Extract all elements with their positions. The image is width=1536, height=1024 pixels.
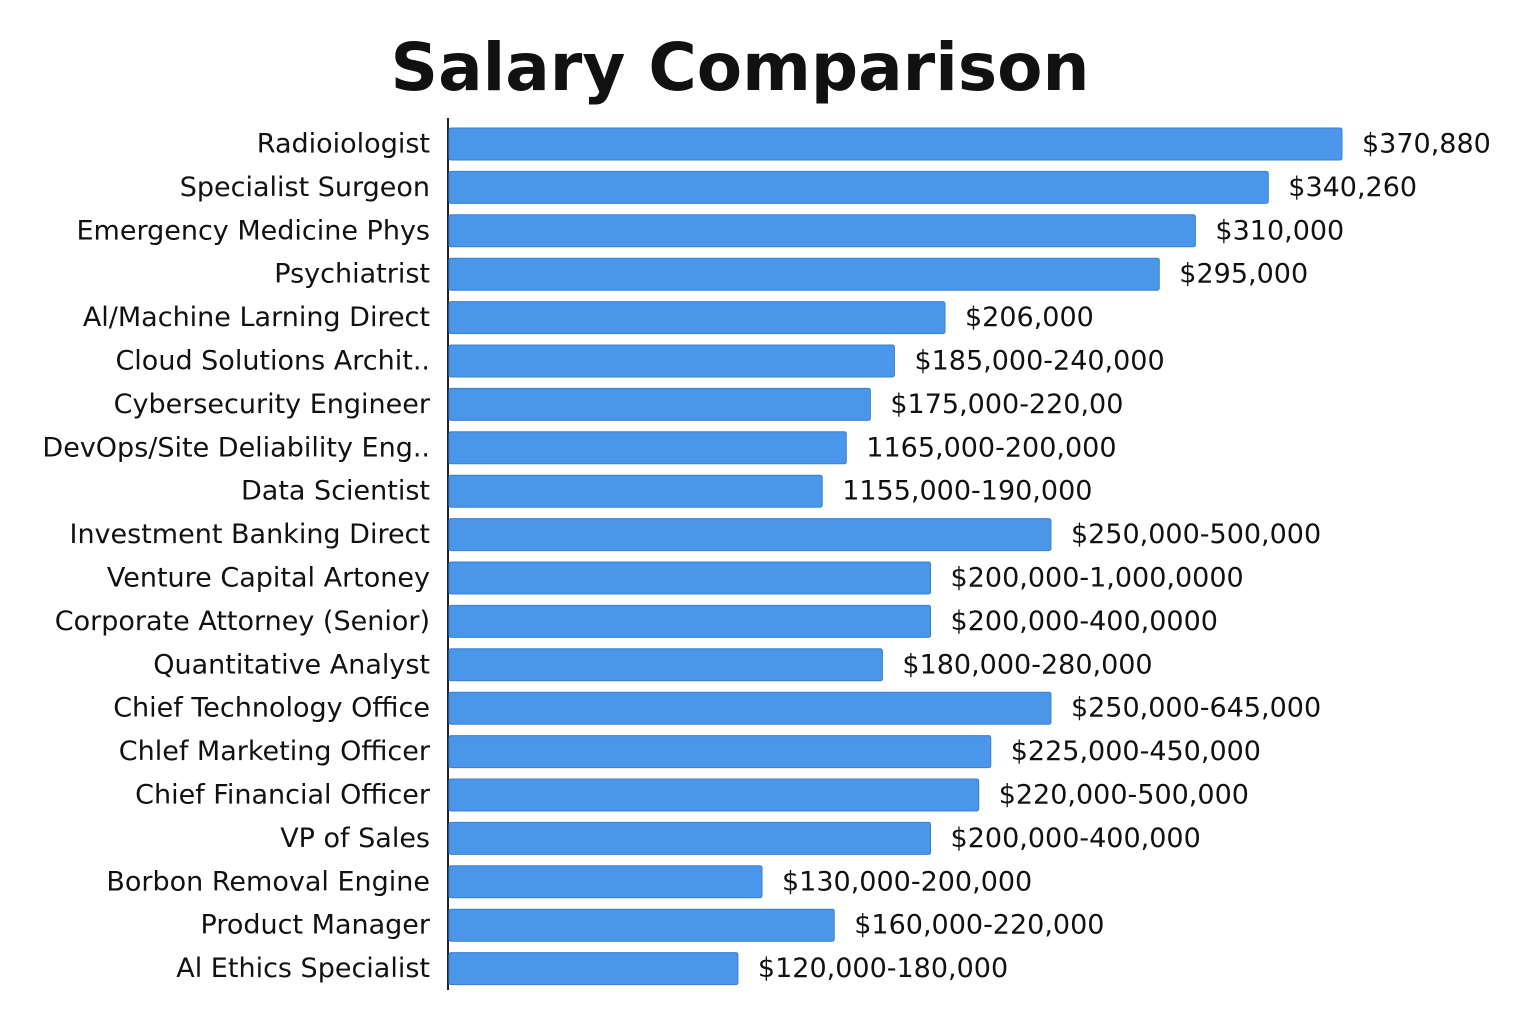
- category-label: Specialist Surgeon: [180, 172, 430, 203]
- bar: [448, 778, 980, 812]
- bar: [448, 691, 1052, 725]
- value-label: $200,000-400,0000: [951, 606, 1218, 637]
- value-label: $200,000-1,000,0000: [951, 563, 1244, 594]
- category-label: Product Manager: [201, 910, 431, 941]
- value-label: $250,000-645,000: [1071, 693, 1321, 724]
- category-label: Psychiatrist: [274, 259, 430, 290]
- bar: [448, 821, 932, 855]
- value-label: $250,000-500,000: [1071, 519, 1321, 550]
- value-label: $120,000-180,000: [758, 953, 1008, 984]
- chart-title: Salary Comparison: [391, 29, 1090, 106]
- value-label: 1155,000-190,000: [842, 476, 1092, 507]
- bar: [448, 865, 763, 899]
- value-label: $180,000-280,000: [902, 649, 1152, 680]
- bar: [448, 735, 992, 769]
- value-label: $160,000-220,000: [854, 910, 1104, 941]
- value-label: $220,000-500,000: [999, 780, 1249, 811]
- value-label: $206,000: [965, 302, 1094, 333]
- category-label: Al Ethics Specialist: [176, 953, 430, 984]
- value-label: $295,000: [1179, 259, 1308, 290]
- category-label: Investment Banking Direct: [69, 519, 430, 550]
- bar: [448, 908, 835, 942]
- bar: [448, 170, 1269, 204]
- category-label: Data Scientist: [241, 476, 430, 507]
- value-label: 1165,000-200,000: [866, 432, 1116, 463]
- category-label: Cybersecurity Engineer: [114, 389, 431, 420]
- value-label: $200,000-400,000: [951, 823, 1201, 854]
- category-label: Venture Capital Artoney: [107, 563, 430, 594]
- value-label: $370,880: [1362, 129, 1491, 160]
- category-label: DevOps/Site Deliability Eng..: [42, 432, 430, 463]
- bar: [448, 648, 883, 682]
- value-label: $130,000-200,000: [782, 866, 1032, 897]
- category-label: VP of Sales: [280, 823, 430, 854]
- bar: [448, 431, 847, 465]
- category-label: Borbon Removal Engine: [106, 866, 430, 897]
- bar: [448, 301, 946, 335]
- bar: [448, 127, 1343, 161]
- category-label: Quantitative Analyst: [153, 649, 430, 680]
- value-label: $310,000: [1215, 215, 1344, 246]
- category-label: Cloud Solutions Archit..: [115, 346, 430, 377]
- category-label: Chief Financial Officer: [135, 780, 431, 811]
- category-label: Chief Technology Office: [113, 693, 430, 724]
- category-label: Al/Machine Larning Direct: [83, 302, 430, 333]
- bar: [448, 604, 932, 638]
- bar: [448, 474, 823, 508]
- category-label: Chlef Marketing Officer: [119, 736, 431, 767]
- bar: [448, 214, 1196, 248]
- category-label: Corporate Attorney (Senior): [55, 606, 430, 637]
- value-label: $175,000-220,00: [890, 389, 1123, 420]
- bar: [448, 518, 1052, 552]
- value-label: $225,000-450,000: [1011, 736, 1261, 767]
- bar: [448, 952, 739, 986]
- category-label: Emergency Medicine Phys: [76, 215, 430, 246]
- bar: [448, 344, 895, 378]
- bar: [448, 387, 871, 421]
- value-label: $185,000-240,000: [914, 346, 1164, 377]
- category-label: Radioiologist: [257, 129, 430, 160]
- bar: [448, 561, 932, 595]
- value-label: $340,260: [1288, 172, 1417, 203]
- bar: [448, 257, 1160, 291]
